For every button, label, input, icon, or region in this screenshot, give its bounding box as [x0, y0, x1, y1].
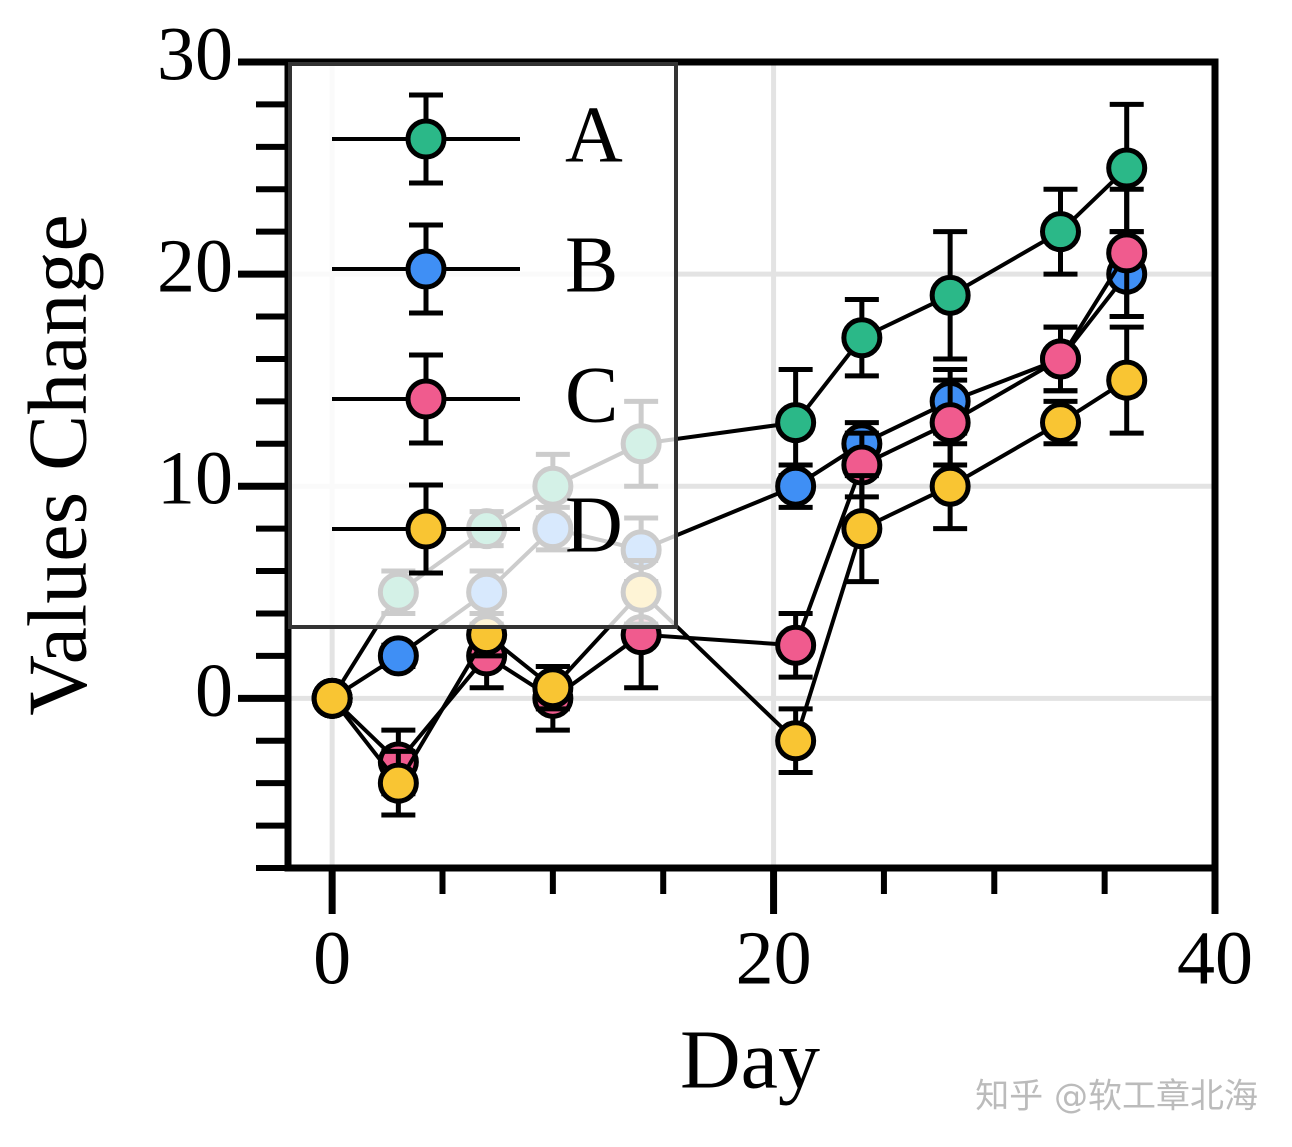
marker: [311, 677, 353, 719]
y-tick-label: 20: [157, 225, 233, 309]
legend-label: D: [565, 481, 623, 569]
y-tick-label: 30: [157, 12, 233, 96]
y-tick-label: 10: [157, 437, 233, 521]
x-axis-label: Day: [680, 1013, 820, 1106]
x-tick-label: 20: [736, 916, 812, 1000]
marker: [929, 274, 971, 316]
marker: [377, 762, 419, 804]
marker: [1040, 402, 1081, 444]
marker: [929, 402, 971, 444]
legend-marker: [405, 118, 447, 160]
series-line: [330, 378, 1128, 787]
marker: [1106, 359, 1148, 401]
x-tick-label: 40: [1177, 916, 1253, 1000]
legend-marker: [405, 378, 447, 420]
marker: [841, 508, 883, 550]
marker: [775, 720, 817, 762]
marker: [532, 667, 574, 709]
y-axis-label: Values Change: [11, 214, 104, 716]
marker: [1040, 338, 1081, 380]
marker: [1040, 211, 1081, 253]
legend-label: C: [565, 351, 618, 439]
y-tick-label: 0: [195, 649, 233, 733]
legend-label: A: [565, 91, 623, 179]
marker: [775, 465, 817, 507]
legend-label: B: [565, 221, 618, 309]
marker: [841, 317, 883, 359]
marker: [1106, 147, 1148, 189]
marker: [377, 635, 419, 677]
marker: [1106, 232, 1148, 274]
x-tick-label: 0: [313, 916, 351, 1000]
watermark: 知乎 @软工章北海: [975, 1077, 1258, 1117]
marker: [775, 624, 817, 666]
marker: [929, 465, 971, 507]
marker: [775, 402, 817, 444]
legend-box: [288, 62, 678, 629]
legend-marker: [405, 508, 447, 550]
legend-marker: [405, 248, 447, 290]
